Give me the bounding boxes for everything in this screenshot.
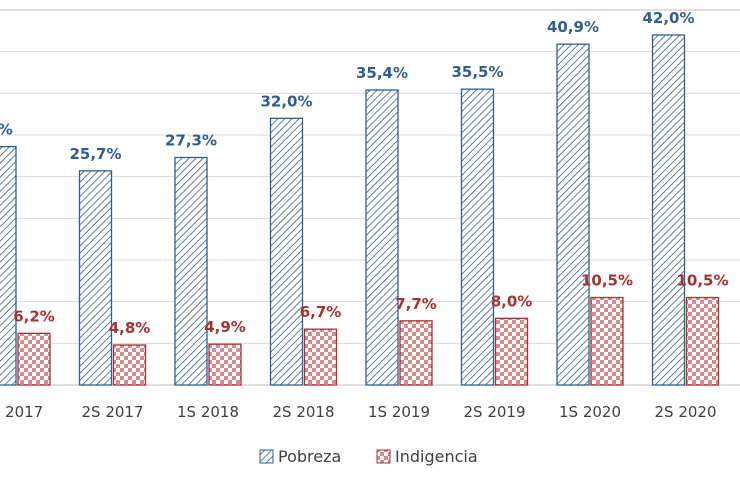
data-label-indigencia: 10,5% [581, 272, 633, 290]
bar-indigencia [303, 328, 338, 386]
data-label-pobreza: 35,5% [451, 63, 503, 81]
bar-pobreza [651, 34, 686, 386]
data-label-indigencia: 4,8% [109, 319, 151, 337]
legend-swatch-indigencia [376, 449, 391, 464]
x-tick-label: 2S 2017 [81, 403, 143, 421]
data-label-indigencia: 4,9% [204, 318, 246, 336]
bar-pobreza [269, 117, 304, 386]
x-tick-label: S 2017 [0, 403, 43, 421]
legend-label-pobreza: Pobreza [278, 447, 341, 466]
x-tick-label: 2S 2020 [654, 403, 716, 421]
x-tick-label: 1S 2019 [368, 403, 430, 421]
bar-pobreza [0, 146, 17, 386]
x-axis-ticks: S 2017 2S 2017 1S 2018 2S 2018 1S 2019 2S 201… [0, 403, 717, 421]
data-label-pobreza: 42,0% [642, 9, 694, 27]
legend: Pobreza Indigencia [259, 447, 478, 466]
bar-indigencia [494, 317, 529, 386]
bar-indigencia [17, 332, 51, 386]
data-label-indigencia: 10,5% [676, 272, 728, 290]
x-tick-label: 1S 2018 [177, 403, 239, 421]
data-label-indigencia: 8,0% [491, 292, 533, 310]
data-label-pobreza: 40,9% [547, 18, 599, 36]
bars: 6% 6,2% 25,7% 4,8% 27,3% 4,9% 32,0% 6,7% 35,4% 7,… [0, 9, 729, 386]
bar-indigencia [112, 344, 147, 386]
data-label-indigencia: 7,7% [395, 295, 437, 313]
data-label-pobreza: 35,4% [356, 64, 408, 82]
bar-pobreza [78, 170, 113, 386]
x-tick-label: 2S 2018 [272, 403, 334, 421]
data-label-pobreza: 25,7% [69, 145, 121, 163]
data-label-pobreza: 27,3% [165, 132, 217, 150]
bar-indigencia [208, 343, 242, 386]
bar-indigencia [590, 296, 624, 386]
x-tick-label: 1S 2020 [559, 403, 621, 421]
bar-indigencia [685, 296, 720, 386]
data-label-pobreza: 6% [0, 121, 13, 139]
legend-label-indigencia: Indigencia [395, 447, 478, 466]
bar-pobreza [556, 43, 590, 386]
data-label-indigencia: 6,2% [13, 307, 55, 325]
legend-swatch-pobreza [259, 449, 274, 464]
x-tick-label: 2S 2019 [463, 403, 525, 421]
bar-indigencia [399, 320, 433, 386]
bar-pobreza [460, 88, 495, 386]
bar-pobreza [365, 89, 399, 386]
data-label-indigencia: 6,7% [300, 303, 342, 321]
data-label-pobreza: 32,0% [260, 92, 312, 110]
bar-pobreza [174, 156, 208, 386]
